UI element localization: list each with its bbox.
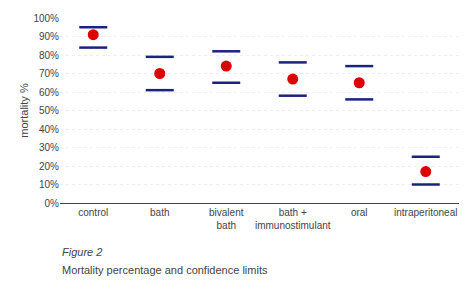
svg-text:50%: 50% bbox=[39, 105, 59, 116]
svg-text:mortality %: mortality % bbox=[18, 83, 30, 138]
svg-text:bivalentbath: bivalentbath bbox=[209, 207, 244, 231]
svg-text:oral: oral bbox=[351, 207, 368, 218]
svg-text:80%: 80% bbox=[39, 50, 59, 61]
svg-text:control: control bbox=[78, 207, 108, 218]
svg-text:10%: 10% bbox=[39, 179, 59, 190]
svg-text:40%: 40% bbox=[39, 124, 59, 135]
svg-text:Figure 2: Figure 2 bbox=[62, 246, 102, 258]
svg-text:0%: 0% bbox=[45, 198, 60, 209]
svg-text:20%: 20% bbox=[39, 161, 59, 172]
svg-text:bath +immunostimulant: bath +immunostimulant bbox=[255, 207, 331, 231]
svg-text:100%: 100% bbox=[33, 13, 59, 24]
svg-text:Mortality percentage and confi: Mortality percentage and confidence limi… bbox=[62, 264, 268, 276]
svg-text:60%: 60% bbox=[39, 87, 59, 98]
svg-text:30%: 30% bbox=[39, 142, 59, 153]
svg-text:70%: 70% bbox=[39, 68, 59, 79]
svg-text:90%: 90% bbox=[39, 31, 59, 42]
svg-text:bath: bath bbox=[150, 207, 169, 218]
svg-text:intraperitoneal: intraperitoneal bbox=[394, 207, 457, 218]
